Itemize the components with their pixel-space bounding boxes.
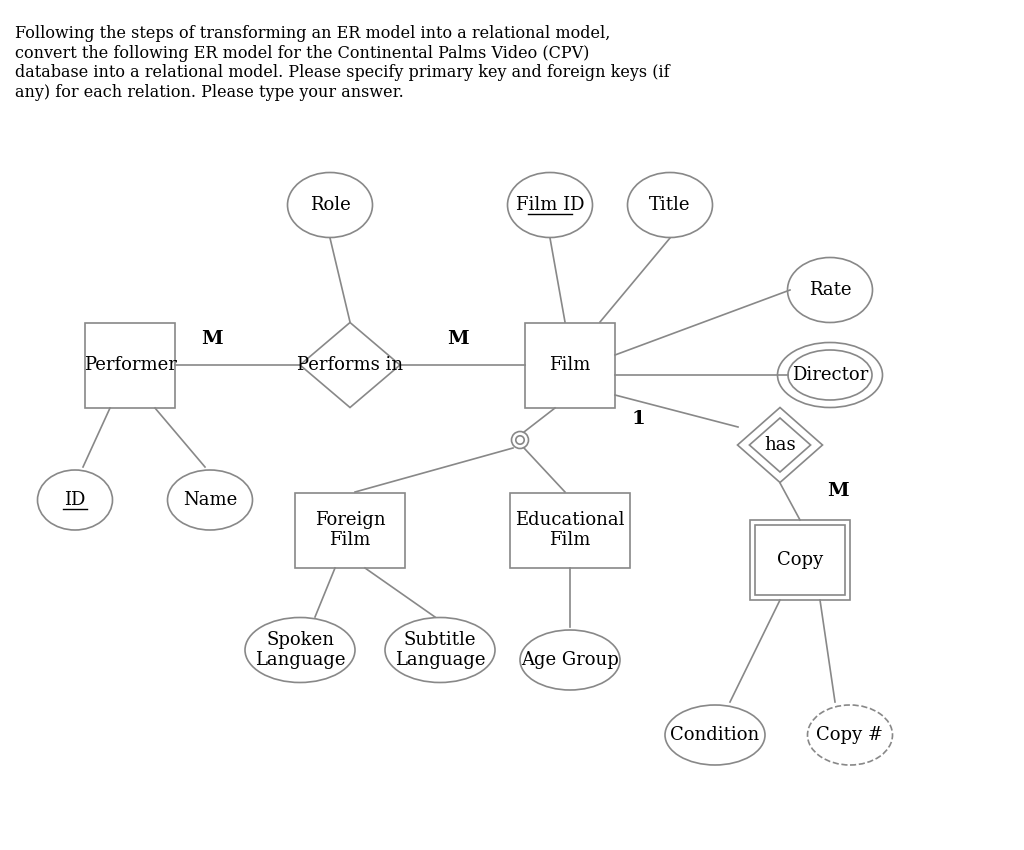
Text: Title: Title (649, 196, 691, 214)
Text: Director: Director (792, 366, 868, 384)
Bar (750, 520, 850, 600)
Text: M: M (201, 330, 223, 348)
Text: Role: Role (309, 196, 350, 214)
Text: Performs in: Performs in (297, 356, 403, 374)
Bar (510, 492, 630, 568)
Text: M: M (447, 330, 469, 348)
Text: Spoken
Language: Spoken Language (255, 631, 345, 670)
Text: Foreign
Film: Foreign Film (314, 511, 385, 549)
Text: Copy: Copy (777, 551, 823, 569)
Text: Following the steps of transforming an ER model into a relational model,
convert: Following the steps of transforming an E… (15, 25, 670, 101)
Bar (85, 322, 175, 407)
Text: Educational
Film: Educational Film (515, 511, 625, 549)
Text: Film ID: Film ID (516, 196, 585, 214)
Text: Copy #: Copy # (816, 726, 884, 744)
Text: Name: Name (183, 491, 238, 509)
Text: Subtitle
Language: Subtitle Language (394, 631, 485, 670)
Text: Performer: Performer (84, 356, 176, 374)
Text: ID: ID (65, 491, 86, 509)
Text: has: has (764, 436, 796, 454)
Bar (755, 525, 845, 595)
Text: 1: 1 (631, 410, 645, 428)
Text: Condition: Condition (671, 726, 760, 744)
Bar (295, 492, 406, 568)
Bar (525, 322, 615, 407)
Text: Film: Film (549, 356, 591, 374)
Text: Age Group: Age Group (521, 651, 618, 669)
Text: M: M (827, 482, 849, 500)
Text: Rate: Rate (809, 281, 851, 299)
